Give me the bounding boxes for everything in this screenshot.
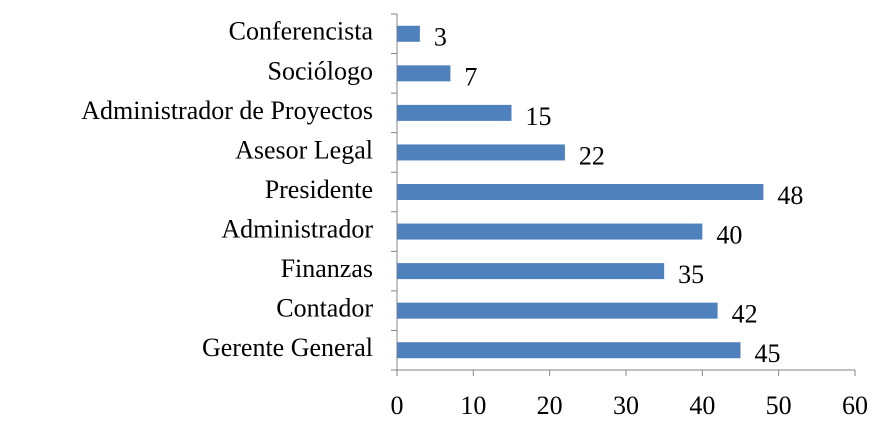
data-label: 22 bbox=[579, 141, 605, 170]
bar bbox=[397, 144, 565, 161]
bar bbox=[397, 25, 420, 42]
x-tick-label: 0 bbox=[391, 391, 404, 420]
data-label: 35 bbox=[678, 260, 704, 289]
x-tick-label: 40 bbox=[689, 391, 715, 420]
data-label: 42 bbox=[732, 300, 758, 329]
y-tick-label: Sociólogo bbox=[268, 56, 373, 85]
bar bbox=[397, 263, 665, 280]
data-label: 48 bbox=[777, 181, 803, 210]
data-label: 45 bbox=[755, 339, 781, 368]
x-tick-label: 30 bbox=[613, 391, 639, 420]
x-tick-label: 50 bbox=[766, 391, 792, 420]
data-label: 40 bbox=[716, 221, 742, 250]
bar bbox=[397, 223, 703, 240]
y-tick-label: Asesor Legal bbox=[235, 135, 373, 164]
x-tick-label: 10 bbox=[460, 391, 486, 420]
bar bbox=[397, 104, 512, 121]
bar bbox=[397, 184, 764, 200]
y-tick-label: Administrador bbox=[221, 215, 373, 244]
x-tick-label: 20 bbox=[537, 391, 563, 420]
data-label: 3 bbox=[434, 23, 447, 52]
bar bbox=[397, 342, 741, 359]
y-tick-label: Gerente General bbox=[202, 333, 373, 362]
bar bbox=[397, 302, 718, 319]
y-tick-label: Contador bbox=[276, 294, 373, 323]
data-label: 15 bbox=[526, 102, 552, 131]
y-tick-label: Conferencista bbox=[229, 17, 374, 46]
data-label: 7 bbox=[464, 62, 477, 91]
bar bbox=[397, 65, 451, 82]
y-tick-label: Administrador de Proyectos bbox=[81, 96, 373, 125]
y-tick-label: Finanzas bbox=[281, 254, 373, 283]
x-tick-label: 60 bbox=[842, 391, 868, 420]
y-tick-label: Presidente bbox=[265, 175, 373, 204]
